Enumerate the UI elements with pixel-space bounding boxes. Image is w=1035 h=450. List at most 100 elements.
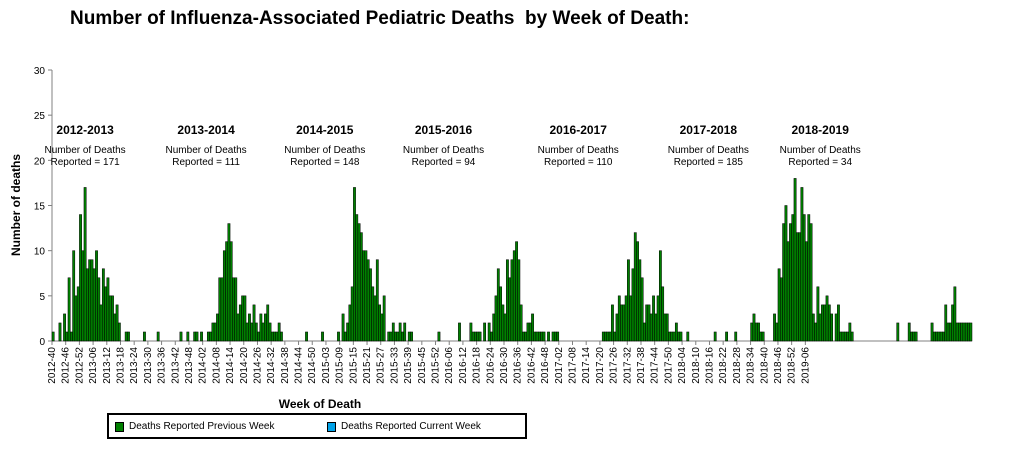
season-label: 2017-2018 [680,123,738,137]
bar-previous-week [823,304,827,342]
bar-previous-week [672,331,676,342]
bar-previous-week [156,331,160,342]
season-count-line2: Reported = 148 [290,157,360,168]
bar-previous-week [206,331,210,342]
y-tick-label: 30 [34,66,46,77]
bar-previous-week [661,286,665,342]
x-tick-label: 2018-52 [787,347,798,384]
bar-previous-week [211,322,215,342]
x-tick-label: 2016-06 [444,347,455,384]
bar-previous-week [403,322,407,342]
x-tick-label: 2016-36 [513,347,524,384]
bar-previous-week [241,295,245,342]
x-tick-label: 2012-40 [47,347,58,384]
x-tick-label: 2018-28 [732,347,743,384]
bar-previous-week [649,313,653,342]
bar-previous-week [551,331,555,342]
bar-previous-week [538,331,541,342]
bar-previous-week [665,313,669,342]
bar-previous-week [663,313,667,342]
x-tick-label: 2016-12 [458,347,469,384]
bar-previous-week [117,322,121,342]
bar-previous-week [357,223,361,342]
bar-previous-week [366,259,370,342]
bar-previous-week [252,304,256,342]
x-tick-label: 2018-34 [746,347,757,384]
x-tick-label: 2014-14 [225,347,236,384]
bar-previous-week [101,268,105,342]
x-tick-label: 2017-38 [636,347,647,384]
x-tick-label: 2019-06 [800,347,811,384]
bar-previous-week [515,241,518,342]
bar-previous-week [547,331,550,342]
bar-previous-week [143,331,146,342]
x-tick-label: 2014-20 [239,347,250,384]
x-tick-label: 2014-38 [280,347,291,384]
bar-previous-week [51,331,55,342]
bar-previous-week [79,214,82,342]
bar-previous-week [800,187,804,342]
legend-label-current: Deaths Reported Current Week [341,421,481,432]
bar-previous-week [108,295,112,342]
bar-previous-week [389,331,393,342]
bar-previous-week [633,232,637,342]
y-tick-label: 10 [34,247,46,258]
season-count-line1: Number of Deaths [668,145,749,156]
bar-previous-week [912,331,916,342]
x-tick-label: 2016-48 [540,347,551,384]
bar-previous-week [668,331,671,342]
x-tick-label: 2018-10 [691,347,702,384]
y-axis-title: Number of deaths [9,154,23,256]
bar-previous-week [67,277,71,342]
bar-previous-week [930,322,934,342]
season-count-line2: Reported = 110 [544,157,613,168]
bar-previous-week [896,322,900,342]
bar-previous-week [391,322,395,342]
bar-previous-week [932,331,936,342]
season-count-line2: Reported = 185 [674,157,744,168]
bars [51,178,973,342]
bar-previous-week [969,322,973,342]
bar-previous-week [234,277,238,342]
bar-previous-week [243,295,247,342]
chart-canvas: 0 5 10 15 20 25 30 2012-40 2012-46 2012-52 2013-0… [9,66,973,411]
bar-previous-week [798,232,802,342]
season-count-line2: Reported = 34 [788,157,852,168]
x-tick-label: 2017-20 [595,347,606,384]
bar-previous-week [353,187,356,342]
x-tick-label: 2015-15 [348,347,359,384]
bar-previous-week [652,295,655,342]
bar-previous-week [371,286,375,342]
bar-previous-week [777,268,781,342]
bar-previous-week [362,250,366,342]
bar-previous-week [398,322,402,342]
bar-previous-week [72,250,76,342]
bar-previous-week [946,322,950,342]
x-tick-label: 2017-08 [567,347,578,384]
bar-previous-week [222,250,226,342]
bar-previous-week [839,331,843,342]
bar-previous-week [627,259,630,342]
bar-previous-week [225,241,229,342]
bar-previous-week [816,286,820,342]
season-count-line2: Reported = 111 [172,157,240,168]
bar-previous-week [958,322,961,342]
bar-previous-week [115,304,119,342]
bar-previous-week [70,331,73,342]
bar-previous-week [478,331,482,342]
bar-previous-week [76,286,80,342]
bar-previous-week [280,331,283,342]
bar-previous-week [97,277,101,342]
bar-previous-week [259,313,263,342]
bar-previous-week [410,331,413,342]
bar-previous-week [81,250,85,342]
bar-previous-week [821,304,824,342]
bar-previous-week [250,322,254,342]
bar-previous-week [750,322,754,342]
bar-previous-week [955,322,959,342]
bar-previous-week [948,322,952,342]
bar-previous-week [483,322,486,342]
season-count-line2: Reported = 94 [412,157,476,168]
bar-previous-week [496,268,500,342]
